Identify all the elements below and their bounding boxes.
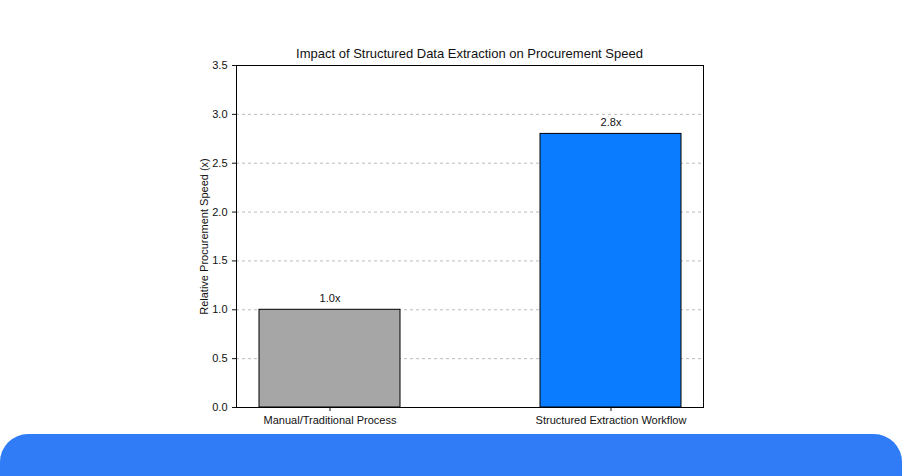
svg-text:0.5: 0.5 — [212, 352, 227, 364]
svg-text:2.0: 2.0 — [212, 206, 227, 218]
svg-text:1.5: 1.5 — [212, 254, 227, 266]
svg-text:0.0: 0.0 — [212, 401, 227, 413]
svg-text:1.0: 1.0 — [212, 303, 227, 315]
svg-text:Relative Procurement Speed (x): Relative Procurement Speed (x) — [198, 158, 210, 315]
svg-text:Structured Extraction Workflow: Structured Extraction Workflow — [536, 414, 687, 426]
svg-text:1.0x: 1.0x — [320, 292, 341, 304]
svg-text:3.0: 3.0 — [212, 108, 227, 120]
html-text:Impact of Structured Data Extr: Impact of Structured Data Extraction on … — [296, 46, 643, 61]
svg-text:Manual/Traditional Process: Manual/Traditional Process — [264, 414, 397, 426]
svg-text:2.8x: 2.8x — [601, 116, 622, 128]
svg-text:2.5: 2.5 — [212, 157, 227, 169]
svg-text:3.5: 3.5 — [212, 59, 227, 71]
